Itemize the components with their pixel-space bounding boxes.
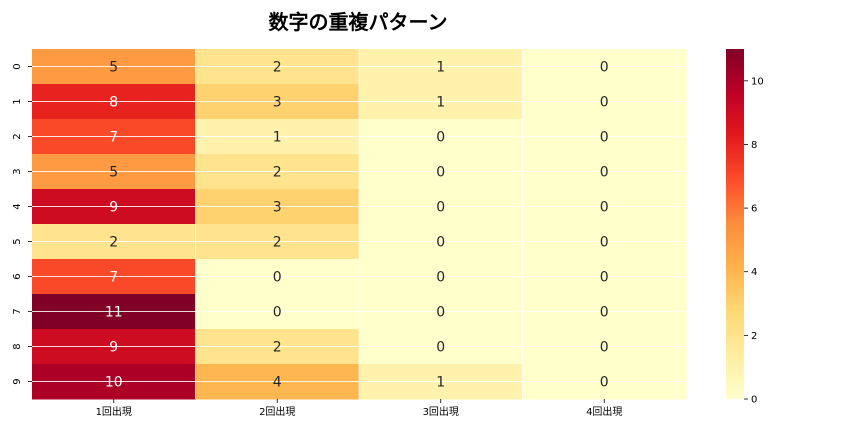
colorbar-tick-label-1: 2 <box>751 331 757 342</box>
y-tick-label-6: 6 <box>12 273 23 279</box>
y-tick-label-8: 8 <box>12 343 23 349</box>
cell-value-r1-c3: 0 <box>600 95 609 111</box>
colorbar-tick-label-3: 6 <box>751 204 757 215</box>
cell-value-r3-c1: 2 <box>273 165 282 181</box>
cell-value-r7-c0: 11 <box>105 305 123 321</box>
cell-value-r2-c3: 0 <box>600 130 609 146</box>
cell-annotations: 5 2 1 08 3 1 07 1 0 05 2 0 09 3 0 02 2 0 07 0 0 011 0 0 09 2 0 010 4… <box>105 60 609 391</box>
cell-value-r6-c1: 0 <box>273 270 282 286</box>
colorbar: 0 2 4 6 8 10 <box>726 49 764 406</box>
colorbar-tick-label-5: 10 <box>751 76 764 87</box>
cell-value-r3-c0: 5 <box>109 165 118 181</box>
cell-value-r1-c1: 3 <box>273 95 282 111</box>
cell-value-r3-c3: 0 <box>600 165 609 181</box>
cell-value-r1-c2: 1 <box>436 95 445 111</box>
chart-title: 数字の重複パターン <box>269 10 448 34</box>
cell-value-r2-c1: 1 <box>273 130 282 146</box>
cell-value-r9-c3: 0 <box>600 375 609 391</box>
cell-value-r8-c0: 9 <box>109 340 118 356</box>
cell-value-r5-c1: 2 <box>273 235 282 251</box>
colorbar-gradient <box>726 49 744 399</box>
cell-value-r1-c0: 8 <box>109 95 118 111</box>
colorbar-tick-label-4: 8 <box>751 140 757 151</box>
cell-value-r8-c2: 0 <box>436 340 445 356</box>
cell-value-r5-c3: 0 <box>600 235 609 251</box>
cell-value-r2-c0: 7 <box>109 130 118 146</box>
cell-value-r4-c0: 9 <box>109 200 118 216</box>
y-tick-label-5: 5 <box>12 238 23 244</box>
y-tick-label-0: 0 <box>12 63 23 69</box>
cell-value-r0-c0: 5 <box>109 60 118 76</box>
cell-value-r3-c2: 0 <box>436 165 445 181</box>
y-tick-label-3: 3 <box>12 168 23 174</box>
cell-value-r4-c1: 3 <box>273 200 282 216</box>
cell-value-r6-c2: 0 <box>436 270 445 286</box>
cell-value-r6-c3: 0 <box>600 270 609 286</box>
y-tick-label-9: 9 <box>12 378 23 384</box>
cell-value-r4-c3: 0 <box>600 200 609 216</box>
cell-value-r0-c1: 2 <box>273 60 282 76</box>
cell-value-r9-c0: 10 <box>105 375 123 391</box>
cell-value-r8-c3: 0 <box>600 340 609 356</box>
cell-value-r6-c0: 7 <box>109 270 118 286</box>
y-tick-label-2: 2 <box>12 133 23 139</box>
x-tick-label-3: 4回出現 <box>586 405 622 418</box>
x-tick-label-1: 2回出現 <box>259 405 295 418</box>
cell-value-r9-c2: 1 <box>436 375 445 391</box>
cell-value-r0-c2: 1 <box>436 60 445 76</box>
colorbar-tick-label-2: 4 <box>751 267 757 278</box>
grid-lines <box>32 49 686 399</box>
y-tick-label-7: 7 <box>12 308 23 314</box>
y-tick-label-1: 1 <box>12 98 23 104</box>
colorbar-tick-label-0: 0 <box>751 395 757 406</box>
x-tick-label-2: 3回出現 <box>423 405 459 418</box>
cell-value-r8-c1: 2 <box>273 340 282 356</box>
cell-value-r5-c0: 2 <box>109 235 118 251</box>
x-axis: 1回出現 2回出現 3回出現 4回出現 <box>96 399 622 418</box>
y-axis: 0 1 2 3 4 5 6 7 8 9 <box>12 63 32 385</box>
x-tick-label-0: 1回出現 <box>96 405 132 418</box>
cell-value-r7-c3: 0 <box>600 305 609 321</box>
cell-value-r4-c2: 0 <box>436 200 445 216</box>
cell-value-r0-c3: 0 <box>600 60 609 76</box>
cell-value-r7-c1: 0 <box>273 305 282 321</box>
cell-value-r5-c2: 0 <box>436 235 445 251</box>
cell-value-r7-c2: 0 <box>436 305 445 321</box>
y-tick-label-4: 4 <box>12 203 23 209</box>
cell-value-r9-c1: 4 <box>273 375 282 391</box>
cell-value-r2-c2: 0 <box>436 130 445 146</box>
